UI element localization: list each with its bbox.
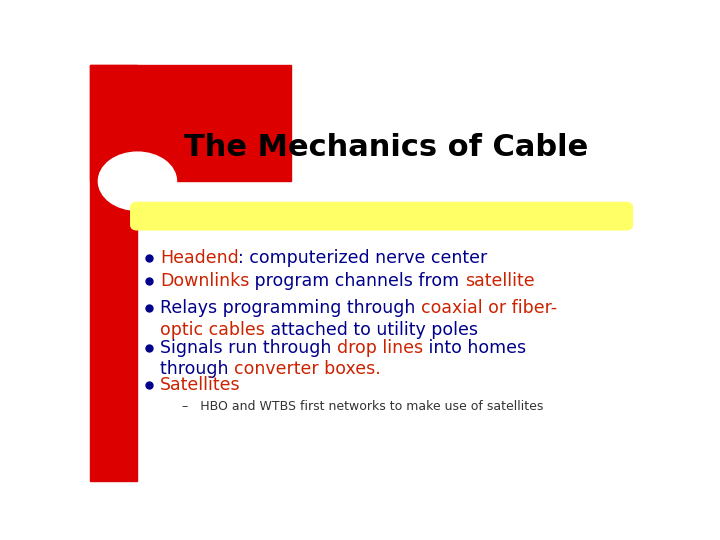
Text: Downlinks: Downlinks xyxy=(160,272,249,290)
Text: Satellites: Satellites xyxy=(160,376,240,394)
Text: program channels from: program channels from xyxy=(249,272,464,290)
FancyBboxPatch shape xyxy=(131,202,632,230)
Circle shape xyxy=(99,152,176,211)
Text: coaxial or fiber-: coaxial or fiber- xyxy=(420,299,557,317)
Text: Relays programming through: Relays programming through xyxy=(160,299,420,317)
Text: into homes: into homes xyxy=(423,339,526,356)
Text: drop lines: drop lines xyxy=(337,339,423,356)
Text: through: through xyxy=(160,360,234,378)
Text: The Mechanics of Cable: The Mechanics of Cable xyxy=(184,133,588,163)
Text: satellite: satellite xyxy=(464,272,534,290)
Text: converter boxes.: converter boxes. xyxy=(234,360,380,378)
Text: Headend: Headend xyxy=(160,249,238,267)
Text: attached to utility poles: attached to utility poles xyxy=(265,321,477,339)
Bar xyxy=(90,65,291,181)
Text: : computerized nerve center: : computerized nerve center xyxy=(238,249,487,267)
Text: Signals run through: Signals run through xyxy=(160,339,337,356)
Text: optic cables: optic cables xyxy=(160,321,265,339)
Bar xyxy=(90,65,138,481)
Text: –   HBO and WTBS first networks to make use of satellites: – HBO and WTBS first networks to make us… xyxy=(182,400,544,413)
